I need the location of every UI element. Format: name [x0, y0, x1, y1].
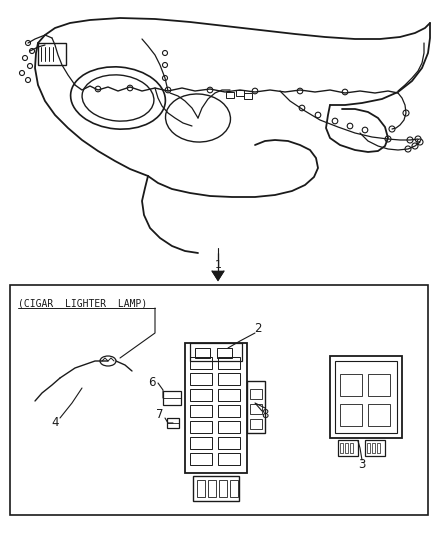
- Bar: [368, 374, 390, 396]
- Text: (CIGAR  LIGHTER  LAMP): (CIGAR LIGHTER LAMP): [18, 298, 147, 308]
- Bar: [219, 480, 227, 497]
- Polygon shape: [212, 271, 224, 281]
- Text: 3: 3: [358, 458, 366, 472]
- Bar: [167, 418, 179, 428]
- Bar: [226, 92, 234, 98]
- Bar: [345, 443, 348, 453]
- Bar: [38, 43, 66, 65]
- Bar: [218, 357, 240, 369]
- Bar: [218, 437, 240, 449]
- Bar: [218, 389, 240, 401]
- Bar: [208, 480, 216, 497]
- Bar: [217, 348, 232, 358]
- Text: 4: 4: [51, 416, 59, 430]
- Bar: [244, 93, 252, 99]
- Bar: [340, 443, 343, 453]
- Bar: [236, 90, 244, 96]
- Bar: [250, 419, 262, 429]
- Text: 6: 6: [148, 376, 156, 390]
- Bar: [197, 480, 205, 497]
- Bar: [335, 361, 397, 433]
- Text: 8: 8: [261, 408, 268, 422]
- Bar: [163, 391, 181, 405]
- Bar: [372, 443, 375, 453]
- Bar: [190, 421, 212, 433]
- Text: 1: 1: [215, 260, 222, 270]
- Bar: [377, 443, 380, 453]
- Bar: [195, 348, 210, 358]
- Bar: [368, 404, 390, 426]
- Text: 2: 2: [254, 321, 262, 335]
- Bar: [340, 404, 362, 426]
- Bar: [250, 389, 262, 399]
- Bar: [190, 357, 212, 369]
- Bar: [185, 343, 247, 473]
- Bar: [340, 374, 362, 396]
- Bar: [10, 285, 428, 515]
- Bar: [193, 476, 239, 501]
- Bar: [218, 405, 240, 417]
- Bar: [367, 443, 370, 453]
- Bar: [338, 440, 358, 456]
- Bar: [218, 453, 240, 465]
- Bar: [190, 405, 212, 417]
- Bar: [230, 480, 238, 497]
- Bar: [190, 453, 212, 465]
- Bar: [365, 440, 385, 456]
- Bar: [330, 356, 402, 438]
- Bar: [247, 381, 265, 433]
- Bar: [218, 421, 240, 433]
- Bar: [190, 389, 212, 401]
- Bar: [190, 437, 212, 449]
- Bar: [190, 343, 242, 361]
- Bar: [250, 404, 262, 414]
- Text: 7: 7: [156, 408, 164, 422]
- Bar: [190, 373, 212, 385]
- Bar: [218, 373, 240, 385]
- Bar: [350, 443, 353, 453]
